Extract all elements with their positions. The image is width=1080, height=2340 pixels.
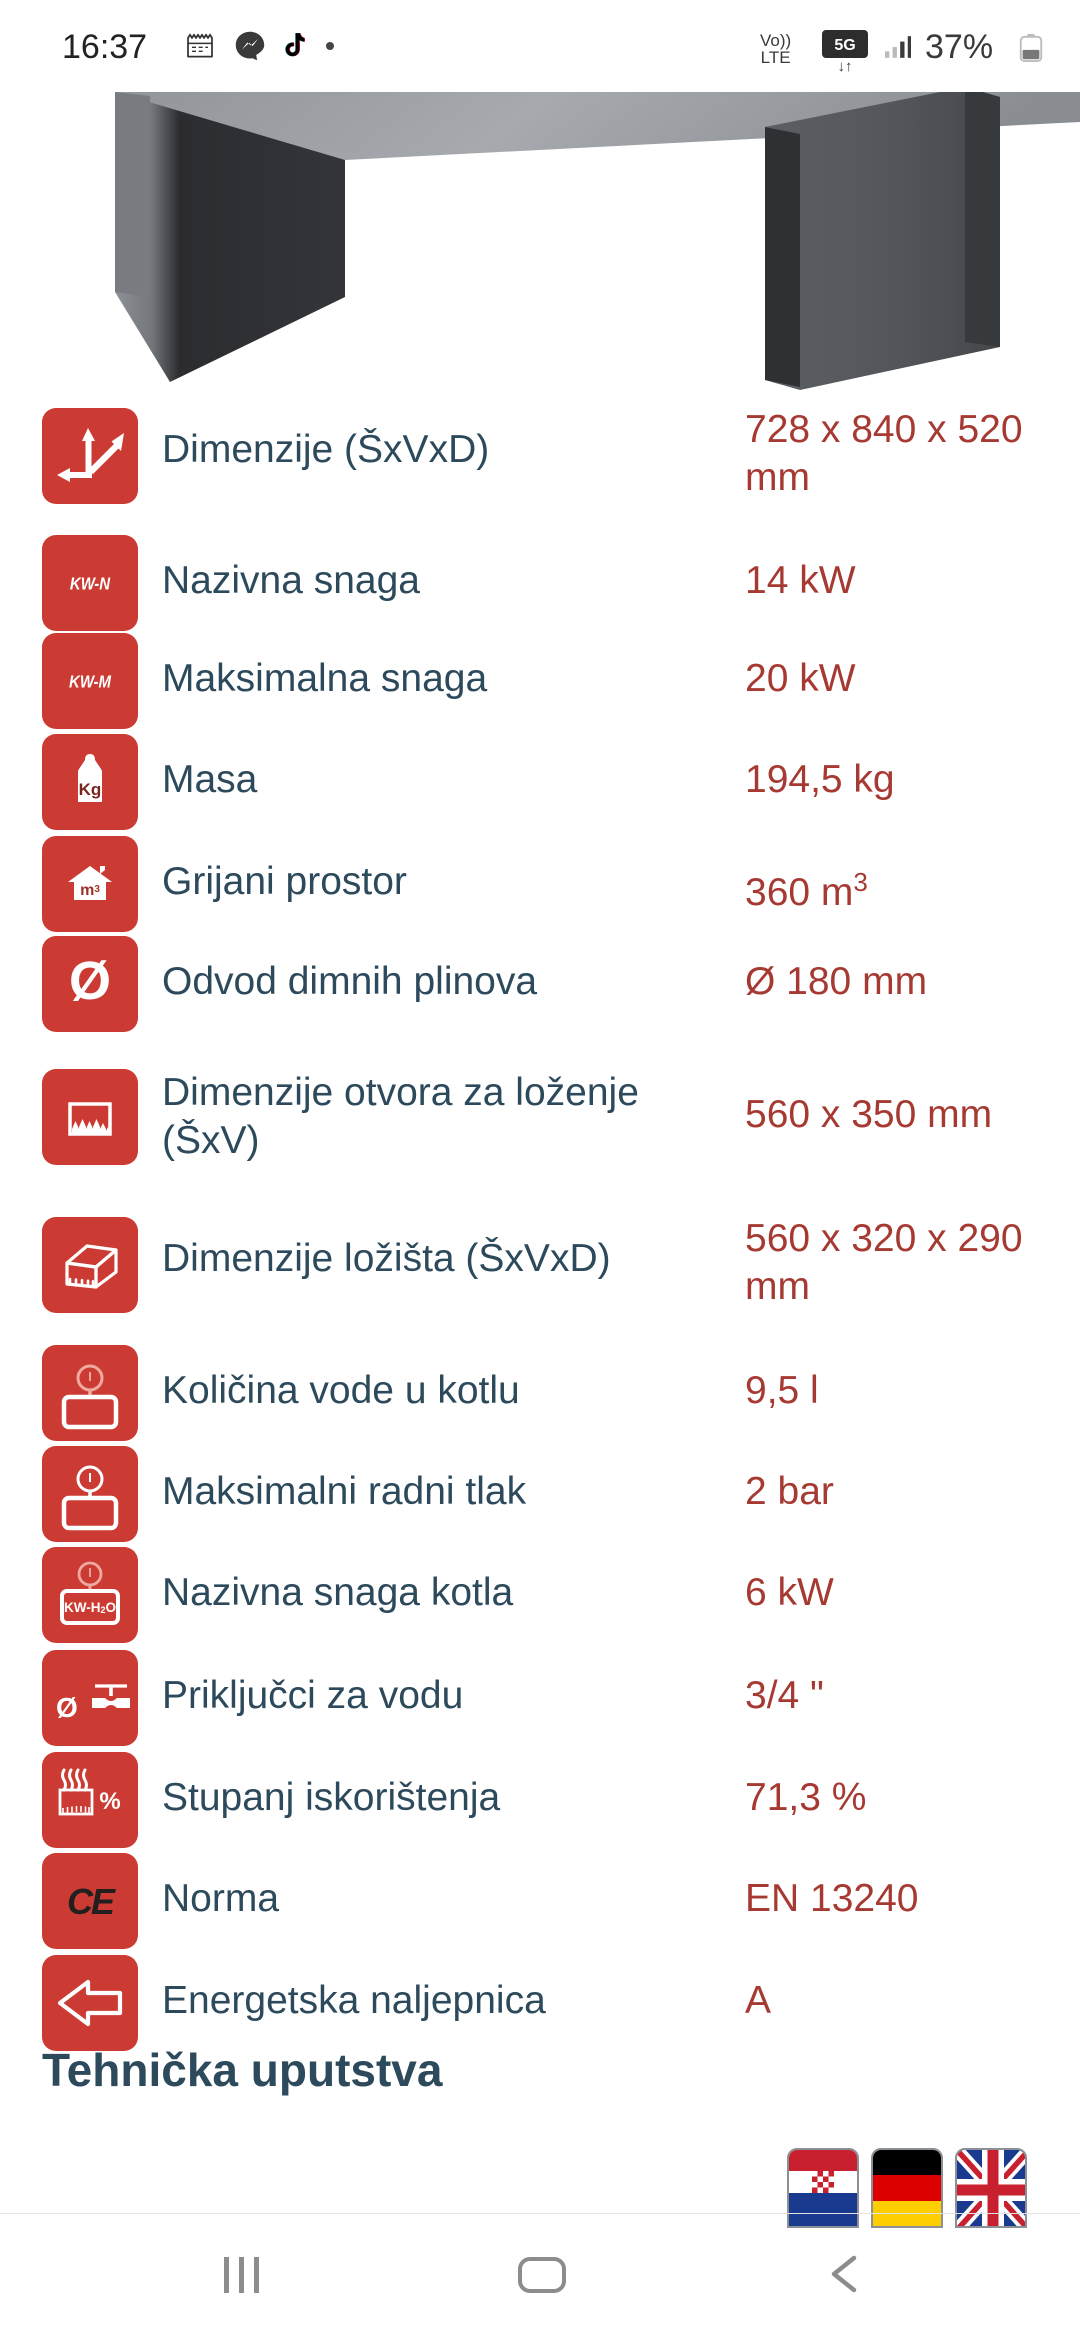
svg-text:KW-H2O: KW-H2O — [64, 1600, 116, 1615]
svg-text:%: % — [99, 1788, 120, 1815]
svg-text:Kg: Kg — [79, 780, 102, 799]
